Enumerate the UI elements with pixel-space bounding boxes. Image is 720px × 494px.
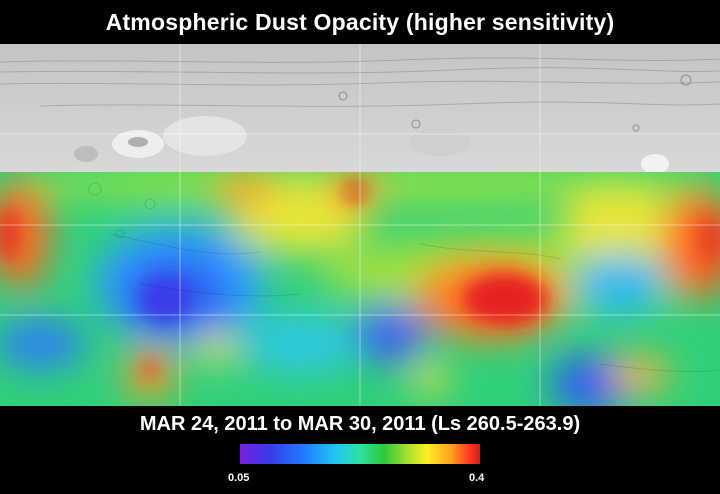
- date-range-caption: MAR 24, 2011 to MAR 30, 2011 (Ls 260.5-2…: [139, 412, 581, 435]
- color-scale-legend: 0.05 0.4: [0, 442, 720, 494]
- scale-min-label: 0.05: [228, 472, 250, 484]
- dust-opacity-map: [0, 44, 720, 406]
- map-title: Atmospheric Dust Opacity (higher sensiti…: [105, 8, 615, 35]
- scale-max-label: 0.4: [469, 472, 485, 484]
- dust-opacity-field: [0, 172, 720, 406]
- color-scale-bar: [240, 444, 480, 464]
- map-grid: [0, 44, 720, 406]
- volcano-features: [74, 74, 692, 174]
- terrain-shading: [0, 57, 720, 107]
